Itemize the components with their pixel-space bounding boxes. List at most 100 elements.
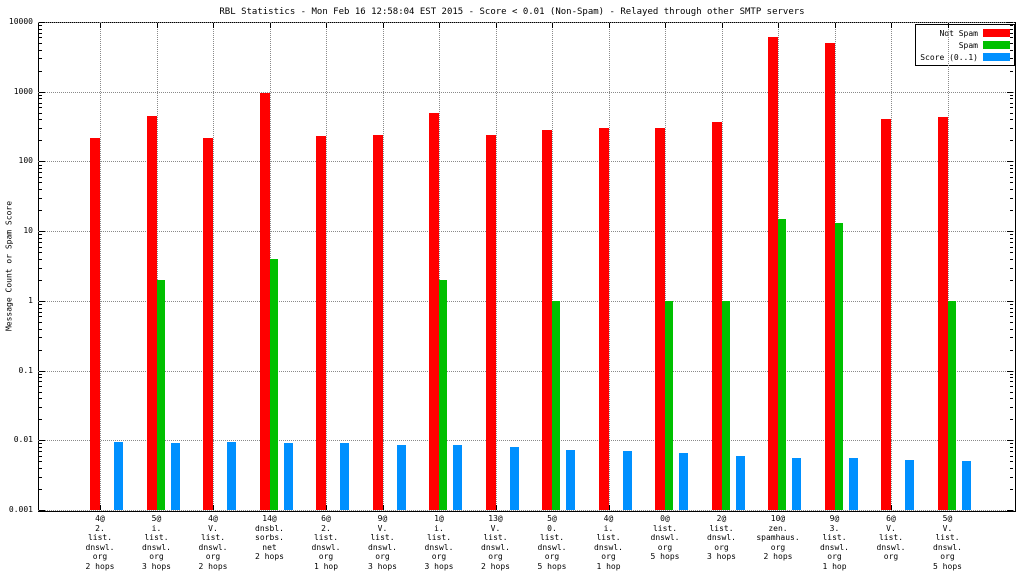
y-tick-mark <box>1007 91 1013 93</box>
bar-score-0-1- <box>735 455 745 510</box>
legend-row: Not Spam <box>920 27 1010 39</box>
bar-spam <box>778 218 786 510</box>
bar-score-0-1- <box>340 443 349 510</box>
bar-not-spam <box>485 134 496 510</box>
bar-score-0-1- <box>227 441 236 510</box>
y-minor-tick-mark <box>1010 119 1013 121</box>
y-minor-tick-mark <box>1010 49 1013 51</box>
bar-score-0-1- <box>453 445 462 510</box>
y-minor-tick-mark <box>39 461 42 463</box>
y-minor-tick-mark <box>1010 252 1013 254</box>
y-minor-tick-mark <box>39 172 42 174</box>
x-tick-label: 2@ list. dnswl. org 3 hops <box>707 514 736 561</box>
x-tick-mark <box>608 505 610 510</box>
x-tick-mark <box>326 23 327 28</box>
y-minor-tick-mark <box>1010 381 1013 383</box>
y-minor-tick-mark <box>1010 168 1013 170</box>
x-tick-mark <box>213 505 214 510</box>
y-minor-tick-mark <box>39 107 42 109</box>
y-minor-tick-mark <box>39 164 42 166</box>
y-minor-tick-mark <box>39 246 42 248</box>
h-gridline <box>38 300 1014 302</box>
x-tick-mark <box>608 23 610 28</box>
y-minor-tick-mark <box>39 37 42 39</box>
y-minor-tick-mark <box>39 468 42 470</box>
v-gridline <box>382 22 384 510</box>
y-minor-tick-mark <box>1010 140 1013 142</box>
y-minor-tick-mark <box>39 140 42 142</box>
v-gridline <box>100 22 101 510</box>
y-minor-tick-mark <box>1010 373 1013 375</box>
y-minor-tick-mark <box>39 94 42 96</box>
y-tick-mark <box>39 161 45 163</box>
y-minor-tick-mark <box>39 58 42 60</box>
y-minor-tick-mark <box>39 337 42 339</box>
bar-score-0-1- <box>170 443 180 510</box>
x-tick-mark <box>891 505 892 510</box>
legend-swatch <box>983 53 1010 61</box>
bar-spam <box>269 258 278 510</box>
legend-row: Spam <box>920 39 1010 51</box>
bar-score-0-1- <box>114 441 123 510</box>
y-tick-mark <box>1007 161 1013 163</box>
y-minor-tick-mark <box>39 447 42 449</box>
y-minor-tick-mark <box>39 451 42 453</box>
bar-not-spam <box>203 137 213 510</box>
v-gridline <box>213 22 214 510</box>
x-tick-label: 14@ dnsbl. sorbs. net 2 hops <box>255 514 284 561</box>
y-minor-tick-mark <box>1010 451 1013 453</box>
y-minor-tick-mark <box>1010 176 1013 178</box>
x-tick-mark <box>891 23 892 28</box>
y-minor-tick-mark <box>1010 461 1013 463</box>
y-minor-tick-mark <box>39 381 42 383</box>
y-minor-tick-mark <box>1010 321 1013 323</box>
bar-not-spam <box>372 134 383 510</box>
v-gridline <box>608 22 610 510</box>
y-minor-tick-mark <box>39 476 42 478</box>
y-minor-tick-mark <box>1010 182 1013 184</box>
v-gridline <box>947 22 949 510</box>
y-minor-tick-mark <box>39 407 42 409</box>
y-minor-tick-mark <box>39 189 42 191</box>
x-tick-label: 5@ 0. list. dnswl. org 5 hops <box>537 514 567 571</box>
y-minor-tick-mark <box>39 304 42 306</box>
v-gridline <box>721 22 723 510</box>
y-minor-tick-mark <box>1010 419 1013 421</box>
y-minor-tick-mark <box>39 98 42 100</box>
y-minor-tick-mark <box>1010 42 1013 44</box>
y-minor-tick-mark <box>39 391 42 393</box>
y-minor-tick-mark <box>39 307 42 309</box>
y-minor-tick-mark <box>1010 407 1013 409</box>
y-minor-tick-mark <box>39 443 42 445</box>
y-tick-mark <box>1007 22 1013 23</box>
bar-not-spam <box>711 121 722 510</box>
legend-label: Not Spam <box>939 28 978 38</box>
bar-score-0-1- <box>905 460 914 510</box>
x-tick-mark <box>100 23 101 28</box>
y-minor-tick-mark <box>39 28 42 30</box>
bar-spam <box>552 300 560 510</box>
x-tick-mark <box>721 23 723 28</box>
y-axis-label: Message Count or Spam Score <box>4 200 14 332</box>
y-tick-mark <box>39 440 45 442</box>
v-gridline <box>495 22 497 510</box>
bar-score-0-1- <box>848 458 858 510</box>
y-minor-tick-mark <box>1010 386 1013 388</box>
y-minor-tick-mark <box>39 42 42 44</box>
bar-spam <box>156 279 165 510</box>
bar-not-spam <box>598 128 609 510</box>
legend: Not Spam Spam Score (0..1) <box>915 24 1015 66</box>
plot-border <box>38 22 1016 512</box>
legend-swatch <box>983 29 1010 37</box>
y-minor-tick-mark <box>39 176 42 178</box>
x-tick-label: 1@ i. list. dnswl. org 3 hops <box>424 514 454 571</box>
y-tick-mark <box>1007 440 1013 442</box>
y-tick-label: 0.1 <box>18 365 33 375</box>
y-minor-tick-mark <box>1010 447 1013 449</box>
x-tick-mark <box>156 23 158 28</box>
x-tick-mark <box>382 505 384 510</box>
y-minor-tick-mark <box>1010 489 1013 490</box>
y-minor-tick-mark <box>1010 32 1013 34</box>
y-minor-tick-mark <box>39 197 42 199</box>
y-minor-tick-mark <box>39 25 42 27</box>
